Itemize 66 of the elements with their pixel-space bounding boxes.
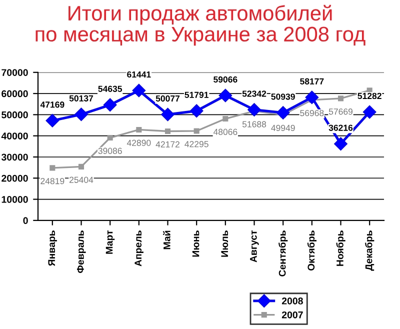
data-label: 50077: [156, 95, 180, 102]
point: [362, 105, 376, 119]
data-label: 61441: [127, 71, 151, 78]
point: [78, 164, 84, 170]
x-tick-label: Ноябрь: [336, 230, 346, 266]
data-label: 49949: [271, 124, 295, 132]
y-tick-label: 30000: [1, 154, 28, 161]
point: [334, 137, 348, 150]
point: [218, 88, 232, 102]
point: [50, 165, 56, 171]
x-tick-label: Октябрь: [307, 230, 316, 271]
data-label: 50137: [69, 95, 94, 102]
x-tick-label: Февраль: [77, 230, 86, 273]
x-tick-label: Июнь: [192, 230, 200, 257]
data-label: 59066: [214, 76, 238, 83]
data-label: 48066: [213, 128, 238, 136]
x-tick-label: Август: [250, 230, 259, 262]
point: [74, 108, 88, 121]
data-label: 56968: [300, 110, 324, 116]
point: [248, 103, 261, 116]
data-label: 47169: [40, 102, 64, 108]
x-tick-label: Сентябрь: [278, 230, 288, 276]
data-label: 42295: [184, 141, 208, 148]
point: [46, 114, 60, 128]
legend-label: 2007: [282, 311, 303, 318]
point: [222, 116, 228, 122]
data-label: 42172: [156, 141, 180, 148]
point: [305, 90, 319, 104]
data-label: 57669: [328, 108, 352, 115]
data-label: 36216: [328, 124, 353, 131]
x-tick-label: Январь: [48, 230, 57, 266]
data-label: 51791: [184, 92, 209, 98]
data-label: 25404: [70, 176, 94, 183]
y-tick-label: 20000: [2, 174, 28, 182]
data-label: 24819: [40, 178, 64, 184]
data-label: 42890: [126, 140, 151, 146]
data-label: 52342: [242, 90, 266, 97]
data-label: 50939: [271, 94, 295, 100]
x-tick-label: Апрель: [134, 230, 144, 266]
y-tick-label: 60000: [2, 90, 28, 98]
point: [164, 128, 171, 134]
chart-title: Итоги продаж автомобилей по месяцам в Украине за 2008 год: [36, 4, 366, 46]
data-label: 51282: [358, 92, 382, 100]
x-tick-label: Декабрь: [365, 230, 374, 271]
legend-label: 2008: [282, 298, 303, 304]
point: [276, 106, 290, 120]
y-tick-label: 50000: [2, 111, 28, 118]
point: [190, 104, 204, 118]
x-tick-label: Июль: [221, 230, 228, 257]
point: [103, 98, 117, 112]
point: [136, 126, 142, 132]
y-tick-label: 0: [23, 217, 28, 224]
point: [338, 96, 344, 102]
data-label: 58177: [300, 78, 324, 84]
y-tick-label: 10000: [2, 196, 28, 203]
point: [132, 84, 146, 98]
x-tick-label: Май: [163, 230, 170, 250]
y-tick-label: 40000: [1, 132, 28, 140]
point: [194, 128, 200, 134]
point: [107, 134, 113, 141]
data-label: 39086: [98, 148, 122, 154]
data-label: 54635: [98, 86, 122, 92]
point: [161, 108, 174, 122]
y-tick-label: 70000: [2, 69, 28, 76]
data-label: 51688: [242, 121, 266, 128]
x-tick-label: Март: [106, 230, 115, 254]
